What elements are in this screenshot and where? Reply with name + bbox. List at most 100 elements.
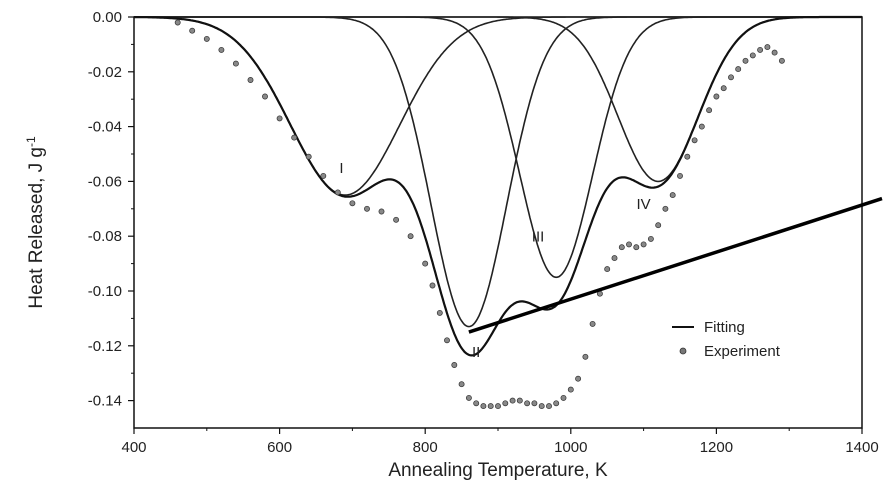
experiment-point bbox=[349, 200, 356, 207]
experiment-point bbox=[487, 403, 494, 410]
experiment-point bbox=[662, 205, 669, 212]
experiment-point bbox=[749, 52, 756, 59]
experiment-point bbox=[320, 172, 327, 179]
experiment-point bbox=[538, 403, 545, 410]
peak-curves bbox=[134, 16, 862, 328]
experiment-point bbox=[647, 235, 654, 242]
annotation-layer bbox=[468, 196, 883, 334]
y-tick-label: -0.14 bbox=[88, 393, 122, 410]
experiment-point bbox=[364, 205, 370, 212]
experiment-point bbox=[560, 394, 567, 401]
experiment-point bbox=[604, 266, 611, 273]
y-axis-title-main: Heat Released, J g bbox=[26, 147, 47, 309]
experiment-point bbox=[378, 208, 385, 215]
y-tick-label: -0.12 bbox=[88, 338, 122, 355]
experiment-point bbox=[436, 309, 443, 316]
experiment-point bbox=[232, 60, 239, 67]
peak-curve-II bbox=[134, 16, 862, 328]
experiment-point bbox=[669, 192, 676, 199]
experiment-point bbox=[553, 400, 560, 407]
y-tick-label: 0.00 bbox=[93, 9, 122, 26]
experiment-point bbox=[735, 66, 742, 73]
plot-border bbox=[133, 16, 863, 429]
experiment-point bbox=[611, 255, 618, 262]
experiment-point bbox=[291, 134, 298, 141]
x-tick-label: 800 bbox=[413, 439, 438, 456]
experiment-point bbox=[742, 57, 749, 64]
experiment-point bbox=[189, 27, 196, 34]
experiment-point bbox=[771, 49, 778, 56]
experiment-point bbox=[305, 153, 312, 160]
legend-experiment-label: Experiment bbox=[704, 343, 781, 360]
x-tick-label: 600 bbox=[267, 439, 292, 456]
x-tick-label: 1200 bbox=[700, 439, 733, 456]
fitting-curve bbox=[134, 15, 862, 357]
experiment-point bbox=[713, 93, 720, 100]
experiment-points bbox=[174, 19, 785, 410]
experiment-point bbox=[465, 394, 472, 401]
experiment-point bbox=[633, 244, 640, 251]
experiment-point bbox=[546, 403, 552, 410]
experiment-point bbox=[778, 57, 785, 64]
experiment-point bbox=[582, 353, 589, 360]
experiment-point bbox=[458, 381, 465, 388]
y-tick-label: -0.08 bbox=[88, 228, 122, 245]
experiment-point bbox=[728, 74, 734, 81]
experiment-point bbox=[509, 397, 516, 404]
y-tick-label: -0.10 bbox=[88, 283, 122, 300]
experiment-point bbox=[764, 44, 771, 51]
x-tick-label: 1400 bbox=[845, 439, 878, 456]
fitting-curve-layer bbox=[134, 15, 862, 357]
experiment-point bbox=[626, 241, 632, 248]
experiment-point bbox=[502, 400, 509, 407]
experiment-point bbox=[757, 46, 764, 53]
experiment-point bbox=[567, 386, 574, 393]
experiment-point bbox=[720, 85, 727, 92]
experiment-point bbox=[218, 46, 225, 53]
experiment-point bbox=[706, 107, 713, 114]
experiment-point bbox=[393, 216, 400, 223]
peak-label-III: III bbox=[532, 229, 545, 246]
plot-frame bbox=[133, 16, 863, 429]
experiment-point bbox=[174, 19, 181, 26]
x-tick-label: 400 bbox=[121, 439, 146, 456]
annotation-line bbox=[468, 196, 883, 334]
experiment-point bbox=[677, 172, 683, 179]
experiment-point bbox=[451, 362, 458, 368]
experiment-point bbox=[444, 337, 450, 344]
y-tick-label: -0.06 bbox=[88, 173, 122, 190]
y-tick-label: -0.04 bbox=[88, 119, 122, 136]
experiment-point bbox=[429, 282, 436, 289]
experiment-point bbox=[276, 115, 283, 122]
experiment-point bbox=[422, 260, 429, 267]
experiment-point bbox=[684, 153, 691, 160]
x-axis-title: Annealing Temperature, K bbox=[388, 460, 608, 481]
experiment-point bbox=[516, 397, 523, 404]
experiment-point bbox=[640, 241, 647, 248]
peak-label-I: I bbox=[339, 160, 343, 177]
y-axis-title: Heat Released, J g-1 bbox=[24, 136, 47, 309]
experiment-point bbox=[691, 137, 698, 144]
experiment-point bbox=[655, 222, 662, 229]
peak-curve-IV bbox=[134, 16, 862, 183]
experiment-point bbox=[495, 403, 501, 410]
x-axis: 400 600 800 1000 1200 1400 bbox=[121, 428, 879, 456]
legend-experiment-swatch bbox=[679, 347, 687, 355]
experiment-point bbox=[524, 400, 531, 407]
experiment-point bbox=[589, 320, 596, 327]
y-axis: 0.00 -0.02 -0.04 -0.06 -0.08 -0.10 -0.12 -0.14 bbox=[88, 9, 134, 410]
experiment-point bbox=[334, 189, 341, 196]
experiment-point bbox=[203, 35, 210, 42]
experiment-point bbox=[473, 400, 480, 407]
experiment-point bbox=[262, 93, 268, 100]
experiment-point bbox=[480, 403, 487, 410]
peak-label-II: II bbox=[472, 344, 480, 361]
experiment-point bbox=[247, 77, 254, 83]
x-tick-label: 1000 bbox=[554, 439, 587, 456]
experiment-point bbox=[575, 375, 582, 382]
legend: Fitting Experiment bbox=[672, 319, 781, 360]
legend-fitting-label: Fitting bbox=[704, 319, 745, 336]
peak-label-IV: IV bbox=[637, 196, 651, 213]
